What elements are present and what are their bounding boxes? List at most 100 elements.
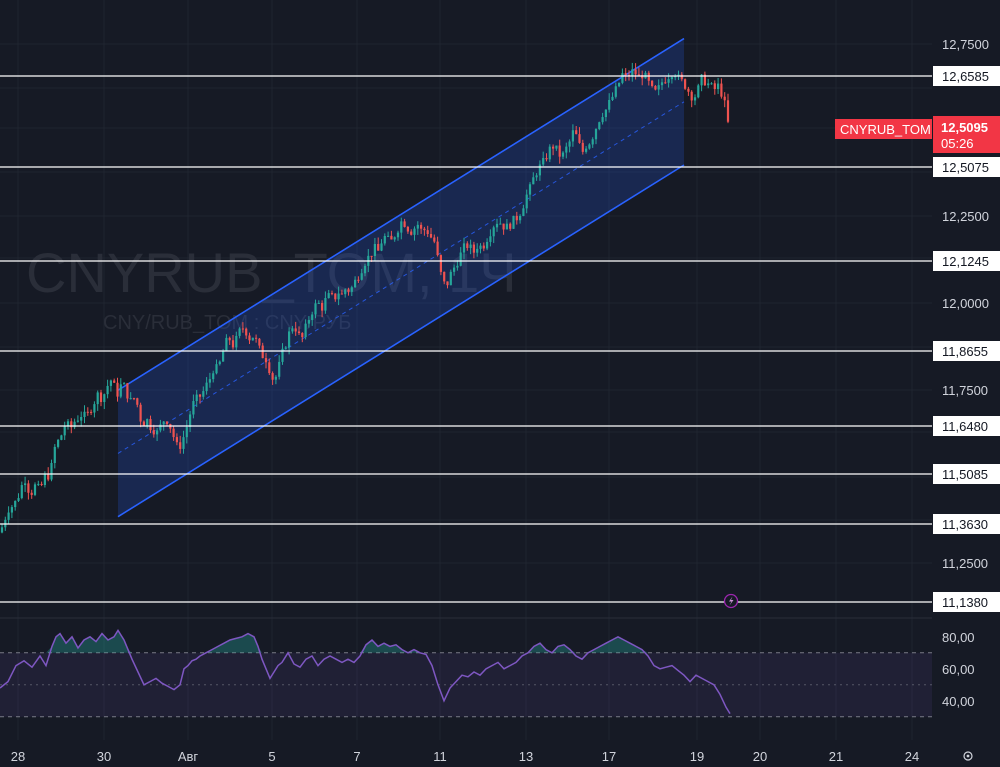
candle-body [621, 73, 624, 83]
price-tick-label: 12,2500 [942, 209, 989, 224]
candle-body [37, 483, 40, 485]
candle-body [703, 74, 706, 86]
candle-body [198, 394, 202, 397]
level-label-box [933, 66, 1000, 86]
candle-body [502, 223, 505, 230]
channel-lower-line[interactable] [117, 164, 685, 518]
candle-body [139, 404, 142, 422]
level-label: 11,8655 [942, 344, 988, 359]
candle-body [284, 347, 287, 349]
candle-body [350, 287, 353, 292]
candle-body [347, 289, 350, 292]
level-label-box [933, 416, 1000, 436]
candle-body [486, 241, 489, 249]
candle-body [568, 141, 571, 147]
candle-body [106, 385, 109, 395]
level-label-box [933, 464, 1000, 484]
candle-body [528, 184, 532, 195]
candle-body [93, 404, 96, 413]
candle-body [327, 293, 330, 299]
candle-body [545, 158, 548, 160]
candle-body [512, 215, 515, 229]
candle-body [179, 442, 182, 449]
candle-body [466, 243, 469, 248]
time-tick-label: 11 [433, 749, 447, 764]
candle-body [565, 146, 568, 153]
candle-body [519, 215, 522, 221]
candle-body [552, 146, 555, 149]
candle-body [14, 500, 17, 508]
candle-body [149, 419, 152, 431]
level-label-box [933, 157, 1000, 177]
candle-body [598, 122, 601, 130]
channel-upper-line[interactable] [117, 37, 685, 391]
rsi-overbought-fill [0, 630, 730, 653]
candle-body [123, 383, 126, 385]
candle-body [70, 421, 73, 428]
price-axis[interactable]: 12,7500 12,2500 12,0000 11,7500 11,2500 80,00… [942, 37, 989, 709]
candle-body [334, 293, 337, 300]
lightning-icon [729, 596, 734, 606]
candle-body [707, 83, 710, 86]
time-axis[interactable]: 28 30 Авг 5 7 11 13 17 19 20 21 24 [11, 749, 919, 764]
candle-body [185, 426, 188, 438]
candle-body [73, 421, 76, 428]
candle-body [624, 73, 627, 75]
candle-body [535, 175, 538, 178]
time-tick-label: 19 [690, 749, 704, 764]
candle-body [426, 230, 429, 235]
candle-body [317, 303, 320, 305]
level-label: 11,3630 [942, 517, 988, 532]
candle-body [680, 74, 683, 80]
candle-body [416, 224, 419, 229]
candle-body [654, 85, 657, 90]
candle-body [433, 237, 436, 242]
candle-body [0, 527, 4, 533]
time-tick-label: 5 [268, 749, 275, 764]
candle-body [99, 392, 103, 403]
candle-body [459, 252, 462, 266]
candle-body [189, 414, 192, 427]
horizontal-levels[interactable]: 12,6585 12,5075 12,1245 11,8655 11,6480 11,50… [0, 66, 1000, 612]
price-tick-label: 12,0000 [942, 296, 989, 311]
candle-body [667, 79, 670, 83]
candlestick-series [0, 62, 730, 534]
candle-body [142, 421, 145, 426]
settings-icon[interactable] [963, 751, 973, 761]
candle-body [604, 109, 607, 118]
candle-body [651, 80, 654, 86]
candle-body [558, 145, 561, 157]
candle-body [373, 243, 376, 257]
candle-body [377, 243, 380, 251]
candle-body [109, 380, 112, 386]
channel-median-line [117, 101, 685, 454]
candle-body [136, 398, 139, 405]
candle-body [195, 394, 198, 402]
candle-body [172, 428, 175, 438]
candle-body [103, 394, 106, 403]
candle-body [499, 223, 502, 225]
price-tick-label: 11,7500 [942, 383, 988, 398]
candle-body [297, 331, 301, 334]
candle-body [413, 228, 416, 235]
time-tick-label: 7 [353, 749, 360, 764]
candle-body [515, 215, 518, 221]
candle-body [396, 232, 400, 238]
candle-body [380, 243, 383, 251]
candle-body [522, 208, 525, 216]
candle-body [205, 382, 208, 392]
candle-body [588, 144, 591, 149]
alert-marker[interactable] [723, 593, 739, 609]
level-label: 11,6480 [942, 419, 988, 434]
candle-body [492, 227, 495, 237]
candle-body [90, 411, 93, 413]
candle-body [288, 331, 291, 348]
candle-body [456, 265, 459, 268]
candle-body [505, 223, 508, 230]
candle-body [294, 328, 297, 332]
candle-body [581, 142, 584, 152]
candle-body [248, 335, 251, 341]
level-label-box [933, 514, 1000, 534]
candle-body [30, 492, 33, 495]
